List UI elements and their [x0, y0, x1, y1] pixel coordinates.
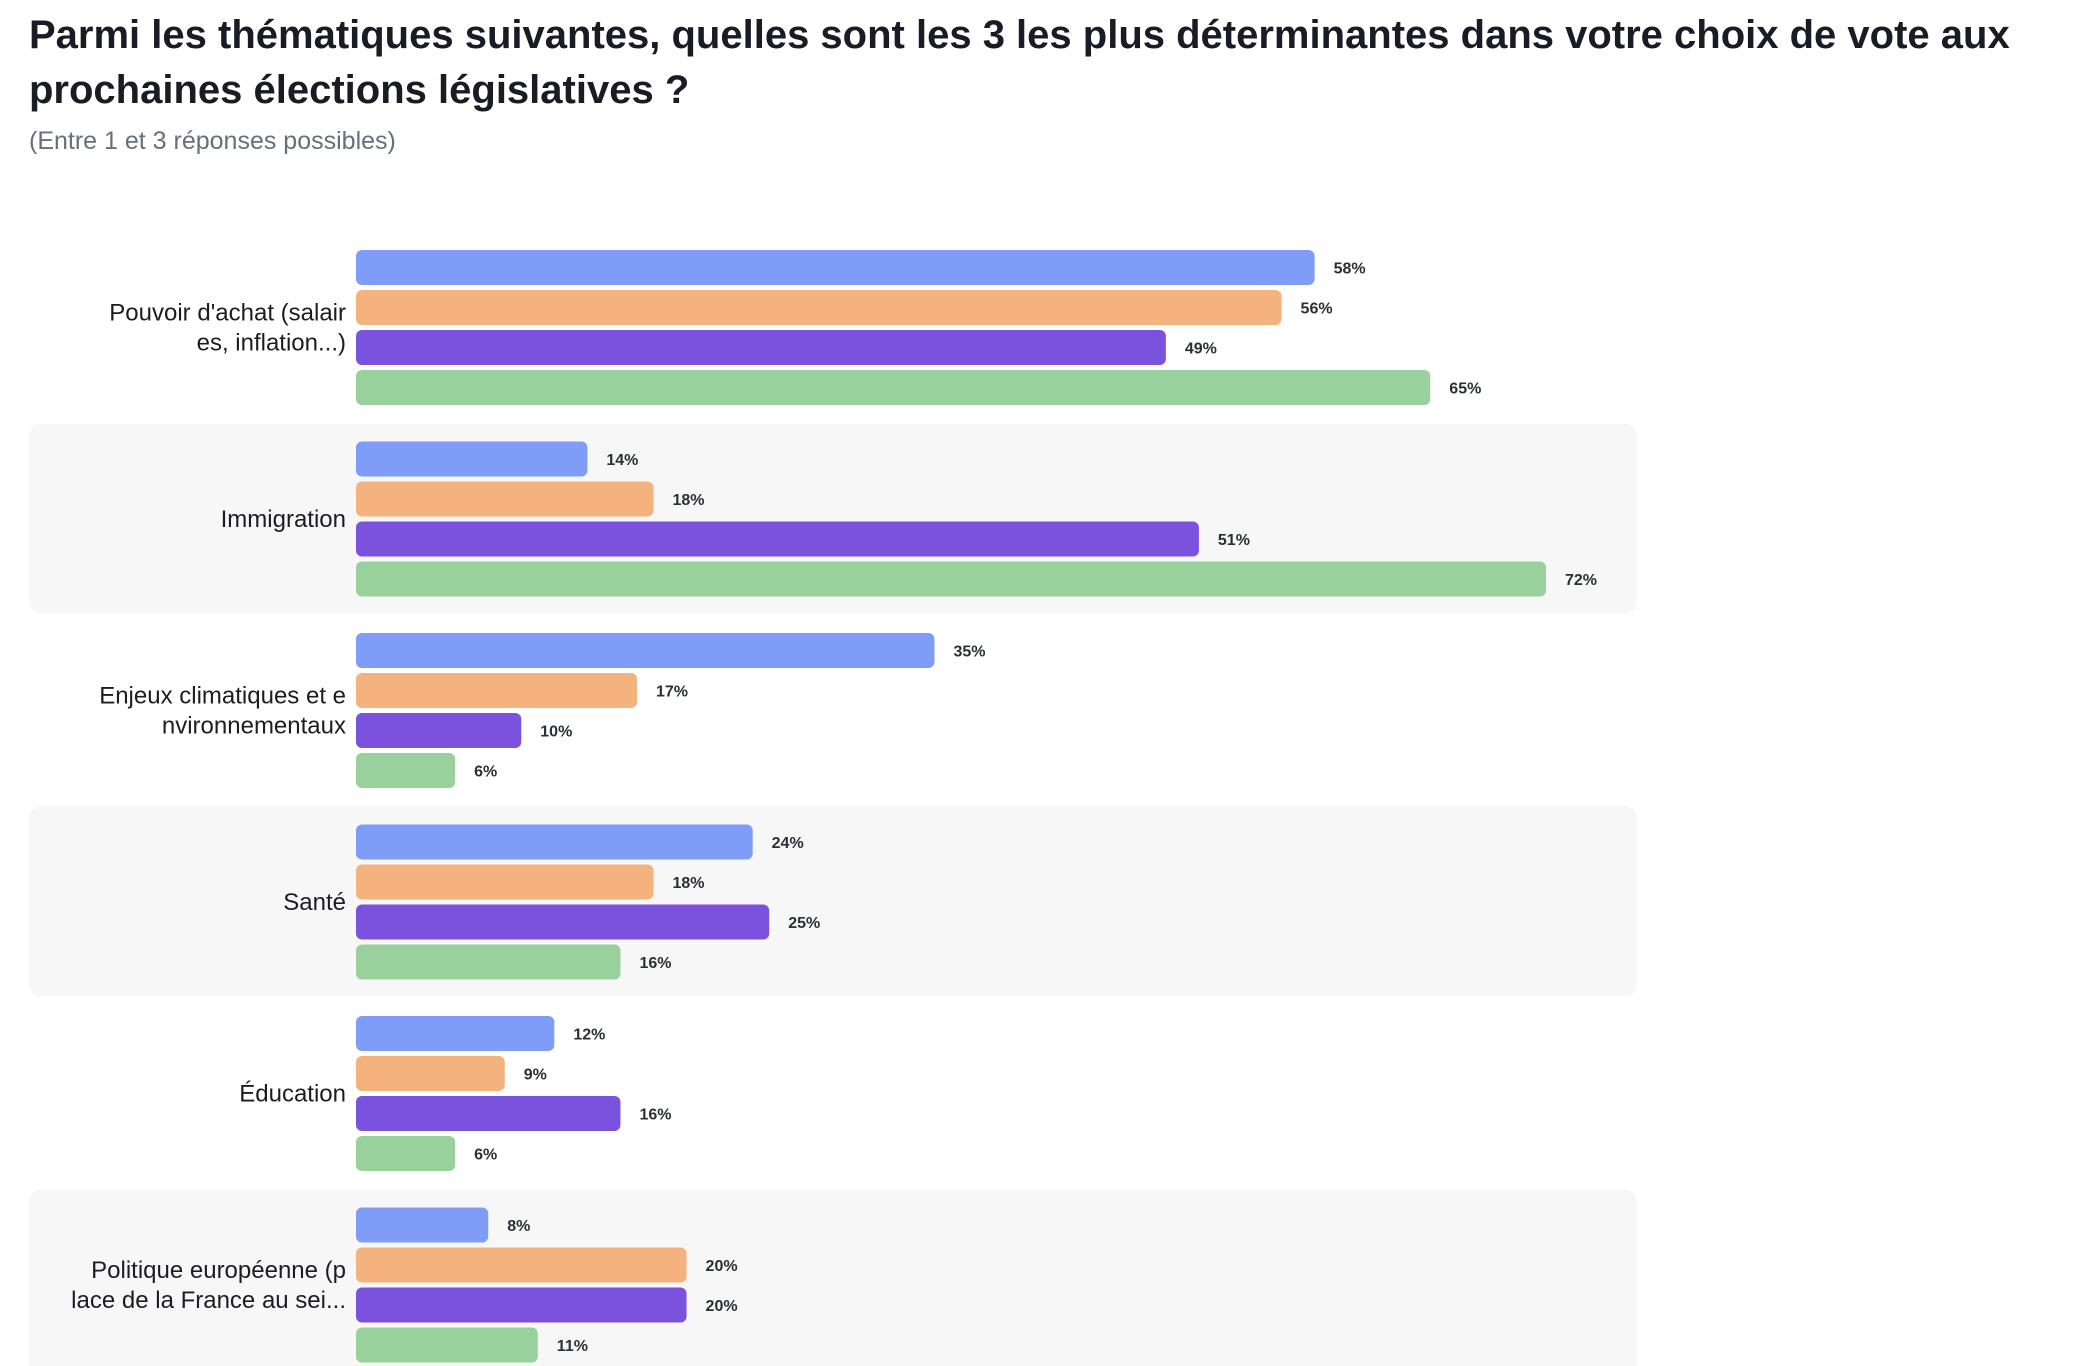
data-label: 18%: [673, 875, 705, 892]
data-label: 10%: [540, 724, 572, 741]
data-label: 72%: [1565, 572, 1597, 589]
data-label: 20%: [706, 1258, 738, 1275]
bar: [356, 1247, 687, 1283]
bar-group: Immigration 14% 18% 51% 72%: [29, 423, 1637, 614]
data-label: 14%: [606, 452, 638, 469]
bar: [356, 1056, 505, 1091]
bar: [356, 250, 1315, 285]
category-label: Santé: [283, 889, 346, 916]
category-label: es, inflation...): [197, 330, 346, 357]
bar-group: Enjeux climatiques et e nvironnementaux 35…: [99, 633, 986, 788]
data-label: 6%: [474, 1147, 497, 1164]
bar-group: Pouvoir d'achat (salair es, inflation...)…: [109, 250, 1481, 405]
bar: [356, 290, 1282, 325]
chart-title: Parmi les thématiques suivantes, quelles…: [29, 13, 2010, 112]
category-label: Politique européenne (p: [91, 1257, 346, 1284]
bar: [356, 370, 1431, 405]
data-label: 65%: [1449, 381, 1481, 398]
data-label: 58%: [1334, 261, 1366, 278]
data-label: 8%: [507, 1218, 530, 1235]
data-label: 11%: [557, 1338, 588, 1355]
bar: [356, 673, 637, 708]
bar-group: Politique européenne (p lace de la France…: [29, 1189, 1637, 1366]
data-label: 51%: [1218, 532, 1250, 549]
data-label: 12%: [573, 1027, 605, 1044]
data-label: 18%: [673, 492, 705, 509]
bar: [356, 1016, 555, 1051]
bar: [356, 824, 753, 860]
row-band: [29, 806, 1637, 997]
chart-subtitle: (Entre 1 et 3 réponses possibles): [29, 127, 396, 155]
data-label: 24%: [772, 835, 804, 852]
data-label: 49%: [1185, 341, 1217, 358]
bar: [356, 561, 1546, 597]
bar: [356, 904, 770, 940]
bar: [356, 1207, 489, 1243]
category-label: Pouvoir d'achat (salair: [109, 300, 346, 327]
data-label: 9%: [524, 1067, 547, 1084]
bar-group: Éducation 12% 9% 16% 6%: [239, 1016, 671, 1171]
category-label: lace de la France au sei...: [71, 1287, 346, 1314]
data-label: 16%: [639, 1107, 671, 1124]
category-label: Éducation: [239, 1081, 346, 1108]
bar: [356, 713, 522, 748]
bar: [356, 441, 588, 477]
bar: [356, 330, 1166, 365]
bar: [356, 864, 654, 900]
category-label: Enjeux climatiques et e: [99, 683, 346, 710]
bar: [356, 1096, 621, 1131]
category-label: Immigration: [221, 506, 346, 533]
bar: [356, 481, 654, 517]
bar: [356, 753, 456, 788]
bar: [356, 521, 1199, 557]
data-label: 6%: [474, 764, 497, 781]
data-label: 35%: [953, 644, 985, 661]
data-label: 20%: [706, 1298, 738, 1315]
bar: [356, 633, 935, 668]
data-label: 56%: [1301, 301, 1333, 318]
data-label: 16%: [639, 955, 671, 972]
bar: [356, 1136, 456, 1171]
bar: [356, 1327, 538, 1363]
category-label: nvironnementaux: [162, 713, 346, 740]
data-label: 25%: [788, 915, 820, 932]
bar: [356, 1287, 687, 1323]
bar: [356, 944, 621, 980]
data-label: 17%: [656, 684, 688, 701]
bar-group: Santé 24% 18% 25% 16%: [29, 806, 1637, 997]
